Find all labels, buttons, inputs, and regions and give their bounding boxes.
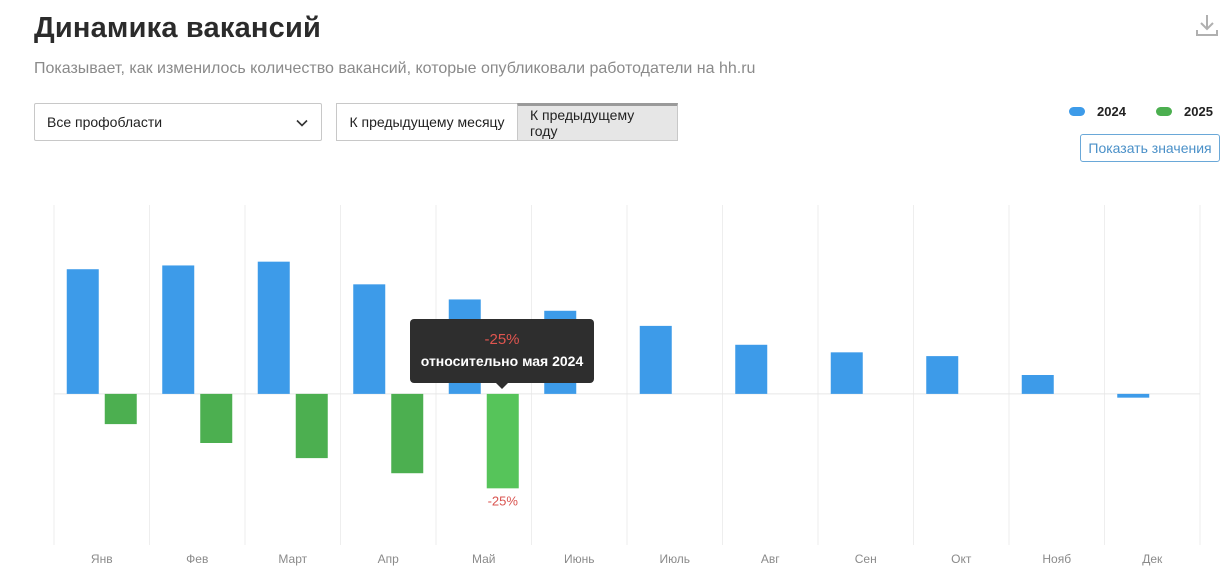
legend-item-2025[interactable]: 2025 (1156, 104, 1213, 119)
x-tick-label: Авг (761, 552, 780, 566)
x-tick-label: Июль (659, 552, 690, 566)
x-tick-label: Март (278, 552, 307, 566)
bar-2024-Фев (162, 265, 195, 394)
compare-month-button[interactable]: К предыдущему месяцу (336, 103, 517, 141)
download-icon[interactable] (1194, 12, 1220, 38)
bar-2024-Сен (830, 352, 863, 394)
tooltip-text: относительно мая 2024 (420, 353, 584, 369)
x-tick-label: Нояб (1042, 552, 1071, 566)
legend-swatch-2024 (1069, 107, 1085, 116)
tooltip-value: -25% (484, 331, 520, 348)
bar-2024-Окт (926, 356, 959, 394)
compare-toggle: К предыдущему месяцу К предыдущему году (336, 103, 678, 141)
bar-2025-Апр (391, 393, 424, 474)
legend-label-2024: 2024 (1097, 104, 1126, 119)
compare-year-button[interactable]: К предыдущему году (517, 103, 678, 141)
legend-label-2025: 2025 (1184, 104, 1213, 119)
x-tick-label: Фев (186, 552, 208, 566)
page-title: Динамика вакансий (34, 12, 322, 44)
bar-2024-Апр (353, 284, 386, 394)
bar-2024-Янв (66, 269, 99, 394)
x-tick-label: Дек (1142, 552, 1163, 566)
chevron-down-icon (296, 119, 308, 127)
bar-2025-Май (486, 393, 519, 489)
bar-2024-Июль (639, 325, 672, 394)
bar-2024-Дек (1117, 393, 1150, 398)
chart-tooltip: -25% относительно мая 2024 (410, 319, 594, 389)
profarea-select-value: Все профобласти (47, 114, 163, 130)
x-tick-label: Май (472, 552, 496, 566)
bar-2025-Март (295, 393, 328, 459)
profarea-select[interactable]: Все профобласти (34, 103, 322, 141)
bar-2025-Янв (104, 393, 137, 425)
show-values-button[interactable]: Показать значения (1080, 134, 1220, 162)
legend-item-2024[interactable]: 2024 (1069, 104, 1126, 119)
x-tick-label: Апр (378, 552, 400, 566)
x-tick-label: Янв (91, 552, 113, 566)
x-tick-label: Сен (855, 552, 877, 566)
page-subtitle: Показывает, как изменилось количество ва… (34, 60, 756, 77)
bar-2024-Нояб (1021, 375, 1054, 394)
bar-2025-Фев (200, 393, 233, 443)
x-tick-label: Июнь (564, 552, 595, 566)
bar-2024-Март (257, 261, 290, 394)
bar-2024-Авг (735, 344, 768, 394)
legend-swatch-2025 (1156, 107, 1172, 116)
bar-data-label: -25% (488, 493, 519, 508)
x-tick-label: Окт (951, 552, 972, 566)
